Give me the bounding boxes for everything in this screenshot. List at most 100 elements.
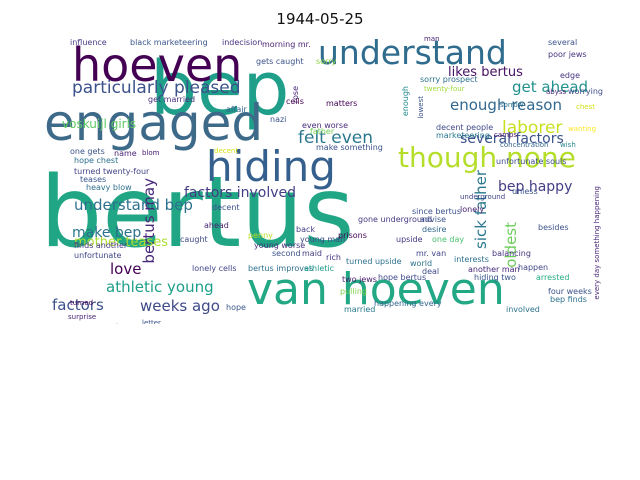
word-cloud-word: teases — [80, 175, 107, 184]
word-cloud-word: engaged — [44, 94, 264, 152]
word-cloud-word: influence — [70, 38, 107, 47]
word-cloud-word: happen — [518, 263, 549, 272]
word-cloud-word: unless — [512, 187, 538, 196]
word-cloud-word: surprise — [68, 313, 97, 321]
word-cloud-word: make bep — [72, 225, 142, 241]
word-cloud-word: mr. van — [416, 249, 447, 258]
word-cloud-word: factors — [52, 296, 104, 314]
word-cloud-word: nazi — [270, 115, 287, 124]
word-cloud-word: oldest — [502, 222, 520, 268]
word-cloud-word: worrying — [568, 87, 603, 96]
word-cloud-word: one day — [432, 235, 465, 244]
word-cloud-word: understand — [318, 36, 507, 72]
word-cloud-word: another man — [468, 265, 520, 274]
word-cloud-word: turned twenty-four — [74, 167, 150, 176]
word-cloud-word: poor jews — [548, 50, 587, 59]
word-cloud-word: sorrow — [500, 101, 524, 109]
word-cloud-word: decent — [212, 203, 240, 212]
word-cloud-word: indecision — [222, 38, 263, 47]
word-cloud-word: upside — [396, 235, 423, 244]
word-cloud-word: even worse — [302, 121, 349, 130]
word-cloud-word: get ahead — [512, 78, 589, 96]
word-cloud-word: wanting — [568, 125, 597, 133]
word-cloud-word: finds another — [74, 241, 128, 250]
word-cloud-word: prisons — [338, 231, 367, 240]
word-cloud-word: mother teases — [74, 235, 169, 250]
word-cloud-word: hoeven — [72, 38, 243, 92]
word-cloud-word: decent people — [436, 123, 494, 132]
word-cloud-word: desire — [422, 225, 447, 234]
word-cloud-word: four weeks — [548, 287, 592, 296]
word-cloud-word: get married — [148, 95, 196, 104]
word-cloud-word: voskuijl girls — [62, 117, 137, 131]
word-cloud-word: sorry — [316, 57, 337, 66]
word-cloud-word: though none — [398, 141, 576, 174]
word-cloud-word: bertus may — [140, 178, 158, 264]
word-cloud-word: bertus — [40, 156, 355, 270]
word-cloud-word: one gets — [70, 147, 105, 156]
word-cloud-word: involved — [506, 305, 540, 314]
word-cloud-word: since bertus — [412, 207, 461, 216]
word-cloud-word: bep happy — [498, 179, 573, 195]
word-cloud-word: concentration — [500, 141, 549, 149]
word-cloud-word: sorry prospect — [420, 75, 478, 84]
word-cloud-word: matters — [326, 99, 358, 108]
word-cloud-word: lowest — [417, 96, 425, 119]
word-cloud-word: gets caught — [256, 57, 304, 66]
word-cloud-word: world — [410, 259, 433, 268]
word-cloud: bertus bep van hoeven hoeven engaged understa… — [40, 36, 603, 324]
word-cloud-word: several — [548, 38, 578, 47]
word-cloud-word: bep finds — [550, 295, 587, 304]
word-cloud-word: rich — [326, 253, 341, 262]
word-cloud-word: married — [344, 305, 376, 314]
word-cloud-word: bep — [150, 46, 290, 132]
word-cloud-word: arrested — [536, 273, 570, 282]
word-cloud-word: laborer — [502, 118, 563, 138]
word-cloud-word: athletic — [304, 264, 335, 273]
word-cloud-word: van hoeven — [247, 264, 505, 315]
word-cloud-word: unfortunate souls — [496, 157, 567, 166]
word-cloud-word: penny — [248, 231, 273, 240]
word-cloud-word: enough reason — [450, 96, 562, 114]
word-cloud-word: heavy blow — [86, 183, 132, 192]
word-cloud-word: unfortunate — [74, 251, 122, 260]
word-cloud-word: maid — [302, 249, 322, 258]
word-cloud-word: affair — [226, 105, 247, 114]
word-cloud-word: twenty-four — [424, 85, 465, 93]
word-cloud-word: father — [310, 127, 335, 136]
word-cloud-word: hope bertus — [378, 273, 427, 282]
word-cloud-word: abyss — [546, 88, 567, 96]
word-cloud-word: bertus improves — [248, 264, 314, 273]
word-cloud-word: happening every — [374, 299, 442, 308]
word-cloud-word: morning mr. — [262, 40, 311, 49]
word-cloud-word: back — [296, 225, 316, 234]
word-cloud-word: weeks ago — [140, 297, 220, 315]
word-cloud-word: deal — [422, 267, 440, 276]
word-cloud-word: young man — [300, 235, 346, 244]
word-cloud-word: hiding — [206, 142, 336, 191]
word-cloud-word: love — [110, 260, 142, 278]
word-cloud-word: marketeering — [436, 131, 490, 140]
word-cloud-word: make something — [316, 143, 383, 152]
word-cloud-word: every day something happening — [593, 186, 601, 300]
word-cloud-word: name — [114, 149, 137, 158]
word-cloud-word: hope — [226, 303, 246, 312]
word-cloud-word: black marketeering — [130, 38, 208, 47]
word-cloud-word: advise — [420, 215, 447, 224]
word-cloud-word: gone underground — [358, 215, 433, 224]
word-cloud-word: hope chest — [74, 156, 119, 165]
word-cloud-word: understand bep — [74, 196, 193, 214]
word-cloud-word: edge — [560, 71, 580, 80]
word-cloud-word: camps — [494, 131, 518, 139]
word-cloud-word: two jews — [342, 275, 377, 284]
word-cloud-word: hiding two — [474, 273, 516, 282]
word-cloud-word: lonely — [460, 205, 485, 214]
word-cloud-word: wish — [560, 141, 576, 149]
word-cloud-word: athletic young — [106, 278, 214, 296]
word-cloud-word: ahead — [204, 221, 229, 230]
plot-title: 1944-05-25 — [276, 10, 364, 28]
word-cloud-word: felt even — [298, 128, 373, 148]
word-cloud-word: young worse — [254, 241, 306, 250]
word-cloud-word: cells — [286, 97, 304, 106]
word-cloud-word: interests — [454, 255, 489, 264]
